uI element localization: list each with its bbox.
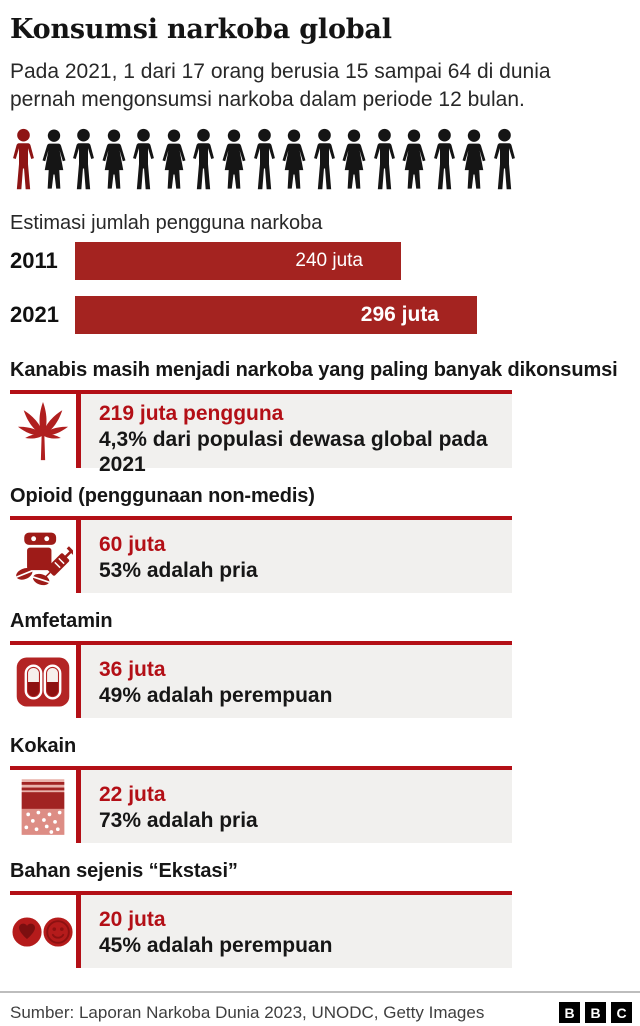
ecstasy-pills-icon xyxy=(10,895,76,968)
bar-row-2011: 2011 240 juta xyxy=(10,242,630,280)
stat-value: 219 juta pengguna xyxy=(99,402,284,425)
bar-2011: 240 juta xyxy=(75,242,401,280)
person-male-icon xyxy=(373,128,395,190)
bar-2021: 296 juta xyxy=(75,296,477,334)
section-panel: 36 juta 49% adalah perempuan xyxy=(10,641,512,718)
person-female-icon xyxy=(42,129,66,189)
info-box: 22 juta 73% adalah pria xyxy=(81,770,512,843)
infographic: Konsumsi narkoba global Pada 2021, 1 dar… xyxy=(10,14,630,968)
bbc-logo-letter: B xyxy=(559,1002,580,1023)
stat-value: 22 juta xyxy=(99,783,166,806)
source-text: Sumber: Laporan Narkoba Dunia 2023, UNOD… xyxy=(10,1002,485,1022)
pill-bottle-syringe-icon xyxy=(10,520,76,593)
capsules-icon xyxy=(10,645,76,718)
person-male-icon xyxy=(13,128,34,190)
section-heading: Amfetamin xyxy=(10,610,113,632)
bar-label-2011: 2011 xyxy=(10,248,58,273)
pictogram-row xyxy=(10,125,518,193)
bbc-logo-letter: B xyxy=(585,1002,606,1023)
person-female-icon xyxy=(222,129,246,189)
section-cannabis: Kanabis masih menjadi narkoba yang palin… xyxy=(10,359,630,476)
section-amphetamine: Amfetamin 36 juta 49% xyxy=(10,610,630,718)
section-cocaine: Kokain 22 ju xyxy=(10,735,630,843)
bar-row-2021: 2021 296 juta xyxy=(10,296,630,334)
section-panel: 60 juta 53% adalah pria xyxy=(10,516,512,593)
section-ecstasy: Bahan sejenis “Ekstasi” 20 juta 45% adal… xyxy=(10,860,630,968)
person-male-icon xyxy=(494,128,515,190)
section-divider-line xyxy=(76,394,81,468)
footer: Sumber: Laporan Narkoba Dunia 2023, UNOD… xyxy=(0,991,640,1023)
stat-detail: 73% adalah pria xyxy=(99,809,258,832)
stat-detail: 49% adalah perempuan xyxy=(99,684,333,707)
section-panel: 20 juta 45% adalah perempuan xyxy=(10,891,512,968)
info-box: 20 juta 45% adalah perempuan xyxy=(81,895,512,968)
bar-label-2021: 2021 xyxy=(10,302,59,327)
stat-detail: 45% adalah perempuan xyxy=(99,934,333,957)
section-divider-line xyxy=(76,645,81,718)
person-female-icon xyxy=(462,129,486,189)
stat-detail: 4,3% dari populasi dewasa global pada 20… xyxy=(99,428,488,476)
section-panel: 22 juta 73% adalah pria xyxy=(10,766,512,843)
section-heading: Opioid (penggunaan non-medis) xyxy=(10,485,315,507)
bbc-logo: B B C xyxy=(559,1002,632,1023)
bbc-logo-letter: C xyxy=(611,1002,632,1023)
subtitle: Pada 2021, 1 dari 17 orang berusia 15 sa… xyxy=(10,60,551,111)
section-opioid: Opioid (penggunaan non-medis) xyxy=(10,485,630,593)
stat-value: 36 juta xyxy=(99,658,166,681)
section-divider-line xyxy=(76,520,81,593)
stat-value: 20 juta xyxy=(99,908,166,931)
section-divider-line xyxy=(76,895,81,968)
info-box: 60 juta 53% adalah pria xyxy=(81,520,512,593)
bar-value-2011: 240 juta xyxy=(295,250,363,271)
page-title: Konsumsi narkoba global xyxy=(10,14,392,45)
info-box: 219 juta pengguna 4,3% dari populasi dew… xyxy=(81,394,512,476)
section-heading: Kokain xyxy=(10,735,77,757)
person-male-icon xyxy=(433,128,455,190)
person-female-icon xyxy=(342,129,366,189)
stat-value: 60 juta xyxy=(99,533,166,556)
info-box: 36 juta 49% adalah perempuan xyxy=(81,645,512,718)
person-male-icon xyxy=(253,128,275,190)
section-heading: Bahan sejenis “Ekstasi” xyxy=(10,860,238,882)
section-divider-line xyxy=(76,770,81,843)
person-male-icon xyxy=(73,128,95,190)
cannabis-leaf-icon xyxy=(10,394,76,468)
person-female-icon xyxy=(282,129,306,189)
drug-baggie-icon xyxy=(10,770,76,843)
person-female-icon xyxy=(102,129,126,189)
person-female-icon xyxy=(402,129,426,189)
bar-value-2021: 296 juta xyxy=(360,303,439,326)
stat-detail: 53% adalah pria xyxy=(99,559,258,582)
chart-title: Estimasi jumlah pengguna narkoba xyxy=(10,212,323,234)
person-male-icon xyxy=(133,128,155,190)
person-male-icon xyxy=(313,128,335,190)
section-panel: 219 juta pengguna 4,3% dari populasi dew… xyxy=(10,390,512,476)
person-male-icon xyxy=(193,128,215,190)
section-heading: Kanabis masih menjadi narkoba yang palin… xyxy=(10,359,618,381)
person-female-icon xyxy=(162,129,186,189)
